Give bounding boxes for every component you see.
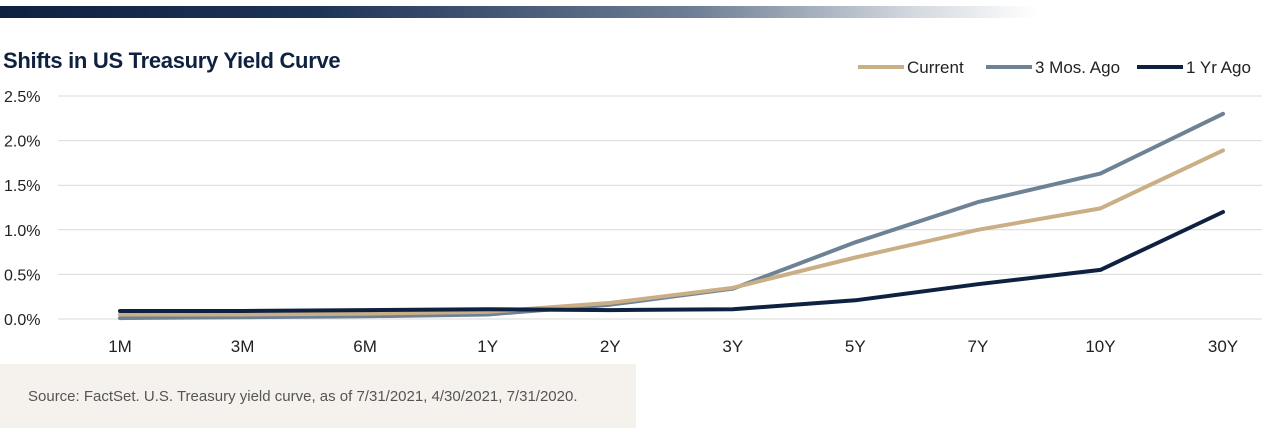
x-tick-label: 10Y — [1085, 337, 1115, 356]
legend-label: 1 Yr Ago — [1186, 58, 1251, 77]
x-tick-label: 3M — [231, 337, 255, 356]
x-tick-label: 3Y — [722, 337, 743, 356]
legend-label: Current — [907, 58, 964, 77]
y-tick-label: 1.0% — [4, 223, 40, 240]
header-gradient-bar — [0, 6, 1266, 18]
series-line-current — [118, 148, 1225, 317]
y-tick-label: 0.5% — [4, 267, 40, 284]
chart-title: Shifts in US Treasury Yield Curve — [3, 48, 341, 73]
x-tick-label: 1M — [108, 337, 132, 356]
y-tick-label: 0.0% — [4, 312, 40, 329]
series-line-1-yr-ago — [118, 210, 1225, 313]
y-tick-label: 1.5% — [4, 178, 40, 195]
x-tick-label: 30Y — [1208, 337, 1238, 356]
x-tick-label: 5Y — [845, 337, 866, 356]
yield-curve-chart: 0.0% 0.5% 1.0% 1.5% 2.0% 2.5% 1M 3M 6M 1Y 2Y 3Y 5Y 7… — [4, 58, 1262, 356]
x-tick-label: 7Y — [967, 337, 988, 356]
source-note-box: Source: FactSet. U.S. Treasury yield cur… — [0, 364, 636, 428]
y-tick-label: 2.5% — [4, 89, 40, 106]
x-tick-label: 1Y — [477, 337, 498, 356]
y-tick-label: 2.0% — [4, 134, 40, 151]
x-tick-label: 6M — [353, 337, 377, 356]
legend-label: 3 Mos. Ago — [1035, 58, 1120, 77]
source-note: Source: FactSet. U.S. Treasury yield cur… — [28, 388, 578, 405]
x-tick-label: 2Y — [600, 337, 621, 356]
